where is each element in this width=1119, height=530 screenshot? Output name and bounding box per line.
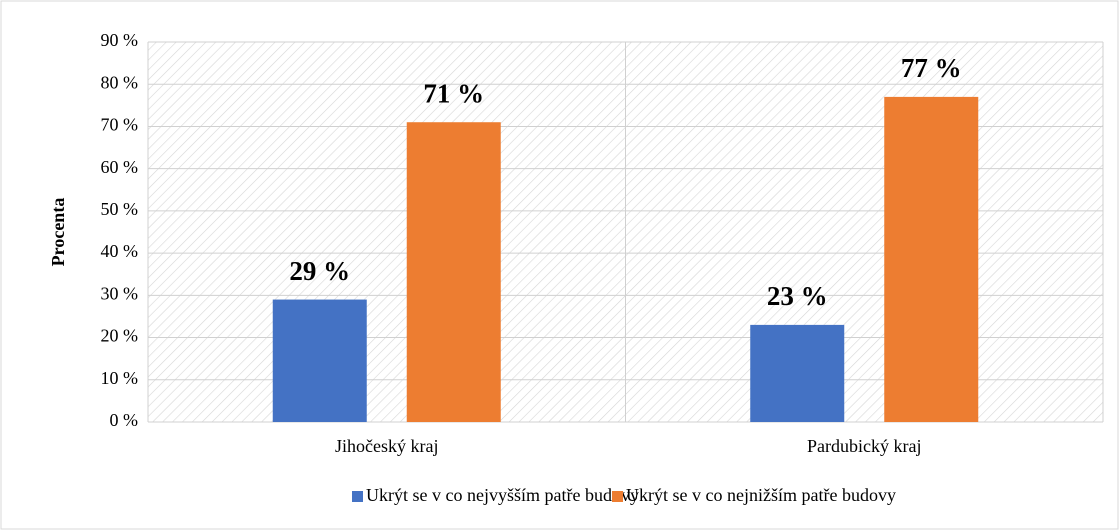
value-label: 77 %	[901, 53, 962, 83]
bar	[406, 122, 501, 422]
value-label: 23 %	[767, 281, 828, 311]
x-tick-label: Pardubický kraj	[807, 436, 921, 456]
bar	[884, 96, 979, 422]
bar	[750, 324, 845, 422]
legend-label: Ukrýt se v co nejvyšším patře budovy	[366, 485, 639, 505]
y-tick-label: 60 %	[101, 157, 139, 177]
bar	[272, 299, 367, 422]
y-tick-label: 90 %	[101, 30, 139, 50]
y-tick-label: 30 %	[101, 283, 139, 303]
y-tick-label: 70 %	[101, 115, 139, 135]
legend-swatch	[612, 491, 623, 502]
y-tick-label: 0 %	[110, 410, 139, 430]
y-tick-label: 80 %	[101, 72, 139, 92]
y-tick-label: 10 %	[101, 368, 139, 388]
y-tick-label: 20 %	[101, 326, 139, 346]
y-tick-label: 50 %	[101, 199, 139, 219]
value-label: 71 %	[423, 78, 484, 108]
legend-label: Ukrýt se v co nejnižším patře budovy	[626, 485, 896, 505]
x-tick-label: Jihočeský kraj	[335, 436, 438, 456]
y-tick-label: 40 %	[101, 241, 139, 261]
value-label: 29 %	[289, 256, 350, 286]
legend-swatch	[352, 491, 363, 502]
y-axis-label: Procenta	[48, 198, 68, 267]
